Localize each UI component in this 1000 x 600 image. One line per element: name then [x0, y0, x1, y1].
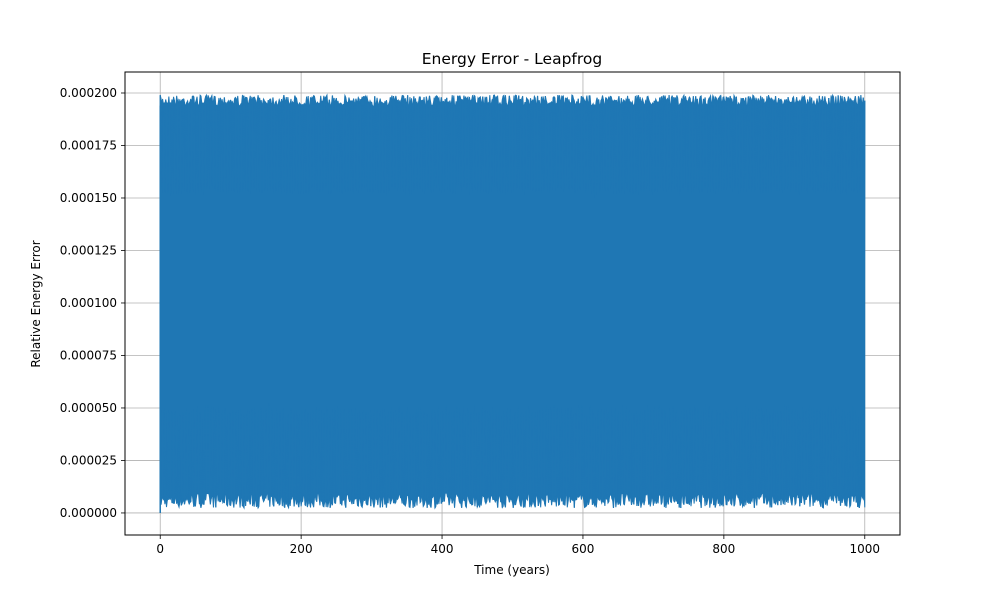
- y-tick-label: 0.000175: [60, 138, 117, 152]
- y-axis-label: Relative Energy Error: [29, 240, 43, 367]
- x-tick-label: 400: [431, 542, 454, 556]
- x-tick-label: 1000: [849, 542, 880, 556]
- y-tick-label: 0.000125: [60, 243, 117, 257]
- x-tick-label: 0: [156, 542, 164, 556]
- chart-title: Energy Error - Leapfrog: [422, 50, 602, 68]
- x-tick-label: 600: [572, 542, 595, 556]
- y-tick-label: 0.000075: [60, 348, 117, 362]
- y-tick-label: 0.000100: [60, 296, 117, 310]
- y-tick-label: 0.000200: [60, 86, 117, 100]
- x-tick-label: 800: [712, 542, 735, 556]
- plot-area-frame: [124, 71, 901, 536]
- series-layer: [159, 93, 866, 513]
- x-axis-label: Time (years): [473, 563, 550, 577]
- y-tick-label: 0.000000: [60, 506, 117, 520]
- y-tick-label: 0.000050: [60, 401, 117, 415]
- y-tick-label: 0.000025: [60, 453, 117, 467]
- y-axis: 0.000000 0.000025 0.000050 0.000075 0.000100…: [60, 86, 125, 520]
- series-line: [159, 95, 866, 508]
- y-tick-label: 0.000150: [60, 191, 117, 205]
- x-tick-label: 200: [290, 542, 313, 556]
- x-axis: 0 200 400 600 800 1000: [156, 535, 880, 556]
